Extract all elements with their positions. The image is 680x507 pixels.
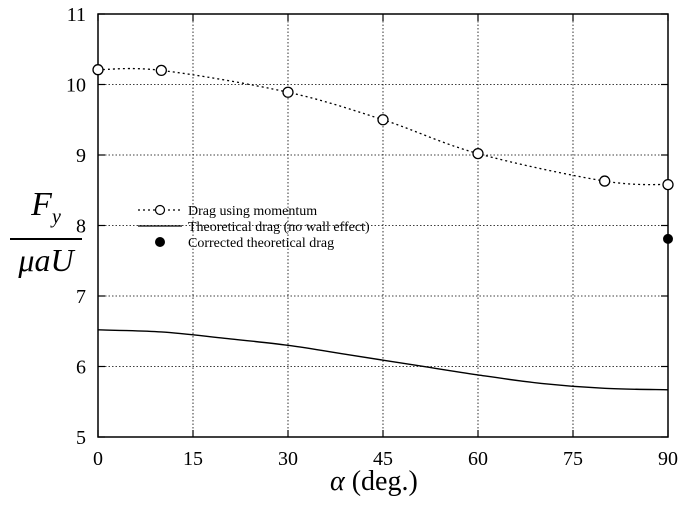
y-tick-label: 10 [66,75,86,97]
y-axis-label-subscript: y [51,205,61,228]
x-axis-label: α (deg.) [330,466,418,498]
x-tick-label: 15 [183,448,203,470]
data-point-drag-using-momentum [472,147,484,160]
grid [97,13,669,438]
x-axis-label-unit: (deg.) [351,466,418,497]
y-axis-label-denominator: μaU [18,241,74,278]
data-point-drag-using-momentum [155,64,167,77]
x-tick-label: 45 [373,448,393,470]
x-tick-label: 90 [658,448,678,470]
data-point-drag-using-momentum [599,175,611,187]
y-tick-label: 5 [76,427,86,449]
axes: 0 15 30 45 60 75 90 5 6 7 8 9 10 11 [66,4,678,470]
y-tick-label: 11 [67,4,86,26]
x-tick-label: 60 [468,448,488,470]
y-tick-label: 7 [76,286,86,308]
y-tick-label: 8 [76,216,86,238]
series-line-theoretical-drag [97,329,669,391]
data-point-corrected-theoretical-drag [663,233,673,244]
x-axis-label-symbol: α [330,466,345,497]
legend-marker-drag-using-momentum [154,204,166,216]
x-tick-label: 30 [278,448,298,470]
legend-label-theoretical-drag: Theoretical drag (no wall effect) [188,220,370,235]
series-layer [92,64,674,391]
y-axis-label: Fy μaU [4,186,88,278]
data-point-drag-using-momentum [662,178,674,191]
x-tick-label: 75 [563,448,583,470]
legend-label-corrected-theoretical-drag: Corrected theoretical drag [188,236,334,251]
y-tick-label: 6 [76,357,86,379]
x-tick-label: 0 [93,448,103,470]
data-point-drag-using-momentum [377,114,389,126]
legend-label-drag-using-momentum: Drag using momentum [188,204,317,219]
fraction-bar [10,237,82,240]
data-point-drag-using-momentum [92,64,104,76]
y-tick-label: 9 [76,145,86,167]
data-point-drag-using-momentum [282,86,294,98]
y-axis-label-numerator: F [31,186,52,223]
legend-marker-corrected-theoretical-drag [155,237,165,247]
